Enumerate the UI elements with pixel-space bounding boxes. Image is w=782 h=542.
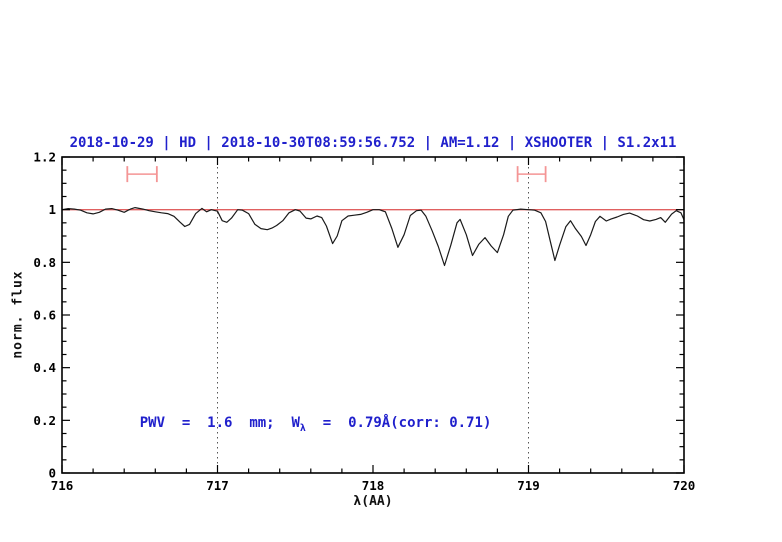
x-axis-tick-label: 720	[673, 478, 696, 493]
y-axis-tick-label: 0.6	[33, 308, 56, 323]
x-axis-tick-label: 718	[362, 478, 385, 493]
y-axis-tick-label: 0.8	[33, 255, 56, 270]
pwv-annotation-prefix: PWV = 1.6 mm; W	[139, 415, 300, 432]
plot-title: 2018-10-29 | HD | 2018-10-30T08:59:56.75…	[69, 135, 677, 151]
pwv-annotation-suffix: = 0.79Å(corr: 0.71)	[305, 415, 492, 432]
spectrum-line	[61, 207, 685, 267]
lambda-subscript-icon: λ	[299, 423, 306, 435]
y-axis-tick-label: 0	[48, 466, 56, 481]
x-axis-tick-label: 717	[206, 478, 229, 493]
y-axis-tick-label: 0.4	[33, 360, 56, 375]
x-axis-label: λ(AA)	[353, 494, 393, 509]
y-axis-tick-label: 1	[48, 202, 56, 217]
y-axis-tick-label: 1.2	[33, 150, 56, 165]
x-axis-tick-label: 716	[51, 478, 74, 493]
pwv-annotation: PWV = 1.6 mm; Wλ = 0.79Å(corr: 0.71)	[140, 415, 492, 434]
y-axis-tick-label: 0.2	[33, 413, 56, 428]
y-axis-label: norm. flux	[10, 270, 26, 359]
x-axis-tick-label: 719	[517, 478, 540, 493]
